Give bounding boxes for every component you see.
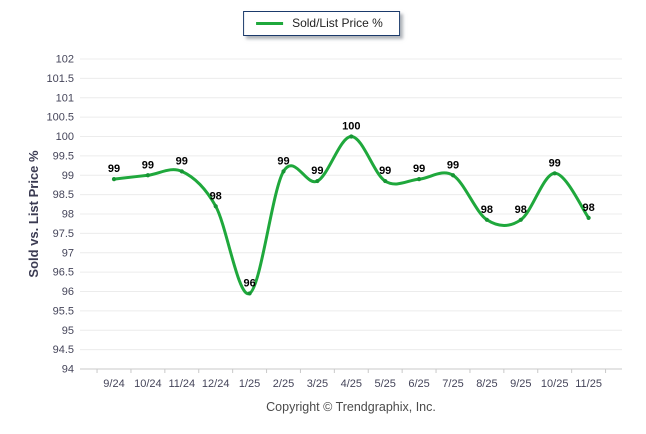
y-tick-label: 97.5 bbox=[53, 228, 74, 240]
y-tick-label: 98.5 bbox=[53, 189, 74, 201]
x-tick-label: 9/25 bbox=[510, 378, 531, 390]
y-tick-label: 101.5 bbox=[46, 73, 74, 85]
y-tick-label: 95.5 bbox=[53, 305, 74, 317]
x-tick-label: 11/25 bbox=[575, 378, 602, 390]
data-point-marker bbox=[213, 204, 218, 209]
data-point-label: 99 bbox=[142, 159, 154, 171]
y-tick-label: 94.5 bbox=[53, 344, 74, 356]
data-point-label: 99 bbox=[311, 165, 323, 177]
data-point-marker bbox=[349, 134, 354, 139]
series-line bbox=[112, 135, 591, 295]
x-tick-label: 6/25 bbox=[408, 378, 429, 390]
data-point-marker bbox=[179, 169, 184, 174]
data-point-marker bbox=[484, 217, 489, 222]
data-point-marker bbox=[247, 291, 252, 296]
x-tick-label: 11/24 bbox=[168, 378, 195, 390]
y-tick-label: 94 bbox=[62, 364, 74, 376]
data-point-marker bbox=[383, 178, 388, 184]
data-point-label: 99 bbox=[176, 155, 188, 167]
y-tick-label: 97 bbox=[62, 247, 74, 259]
data-point-label: 99 bbox=[379, 165, 391, 177]
data-point-label: 96 bbox=[243, 277, 255, 289]
copyright-text: Copyright © Trendgraphix, Inc. bbox=[266, 400, 436, 414]
x-tick-label: 8/25 bbox=[476, 378, 497, 390]
x-tick-label: 1/25 bbox=[239, 378, 260, 390]
data-point-label: 98 bbox=[481, 204, 493, 216]
data-point-marker bbox=[552, 171, 557, 176]
x-tick-label: 5/25 bbox=[374, 378, 395, 390]
y-axis-title: Sold vs. List Price % bbox=[26, 150, 41, 278]
y-tick-label: 98 bbox=[62, 209, 74, 221]
data-point-label: 99 bbox=[549, 157, 561, 169]
x-tick-label: 3/25 bbox=[307, 378, 328, 390]
x-tick-label: 7/25 bbox=[442, 378, 463, 390]
data-point-marker bbox=[281, 169, 286, 174]
data-point-label: 99 bbox=[447, 159, 459, 171]
data-point-marker bbox=[518, 217, 523, 222]
legend-line-swatch bbox=[256, 21, 284, 25]
data-point-label: 98 bbox=[210, 190, 222, 202]
y-tick-label: 95 bbox=[62, 325, 74, 337]
x-tick-label: 10/25 bbox=[541, 378, 569, 390]
y-tick-label: 96 bbox=[62, 286, 74, 298]
data-point-marker bbox=[450, 173, 456, 178]
x-tick-label: 4/25 bbox=[341, 378, 362, 390]
y-tick-label: 99.5 bbox=[53, 150, 74, 162]
x-tick-label: 12/24 bbox=[202, 378, 230, 390]
data-point-label: 98 bbox=[515, 204, 527, 216]
data-point-marker bbox=[111, 177, 117, 182]
y-tick-label: 96.5 bbox=[53, 267, 74, 279]
data-point-label: 100 bbox=[342, 121, 360, 133]
x-tick-label: 9/24 bbox=[103, 378, 124, 390]
y-tick-label: 100 bbox=[56, 131, 74, 143]
y-tick-label: 99 bbox=[62, 170, 74, 182]
data-point-marker bbox=[586, 215, 591, 220]
y-tick-label: 100.5 bbox=[46, 112, 74, 124]
data-point-label: 99 bbox=[277, 155, 289, 167]
y-tick-label: 102 bbox=[56, 54, 74, 66]
x-tick-label: 10/24 bbox=[134, 378, 162, 390]
data-point-label: 98 bbox=[582, 202, 594, 214]
data-point-label: 99 bbox=[413, 163, 425, 175]
y-tick-label: 101 bbox=[56, 92, 74, 104]
legend-label: Sold/List Price % bbox=[292, 16, 383, 30]
data-point-marker bbox=[315, 178, 320, 184]
x-tick-label: 2/25 bbox=[273, 378, 294, 390]
legend: Sold/List Price % bbox=[243, 11, 400, 36]
data-point-marker bbox=[417, 177, 422, 182]
data-point-label: 99 bbox=[108, 163, 120, 175]
data-point-marker bbox=[145, 173, 150, 178]
